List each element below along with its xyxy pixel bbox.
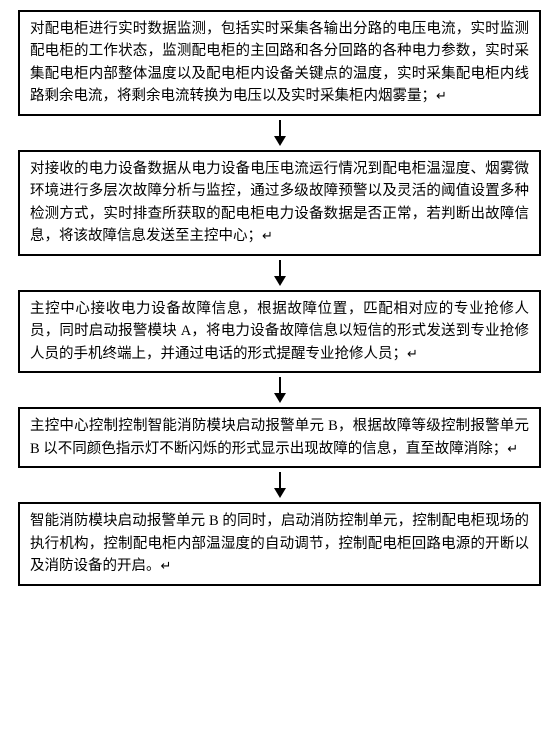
arrow-down-icon: [270, 472, 290, 498]
step-text: 对配电柜进行实时数据监测，包括实时采集各输出分路的电压电流，实时监测配电柜的工作…: [30, 21, 529, 104]
flowchart-container: 对配电柜进行实时数据监测，包括实时采集各输出分路的电压电流，实时监测配电柜的工作…: [0, 0, 559, 596]
arrow-down-icon: [270, 120, 290, 146]
pilcrow-mark: ↵: [507, 441, 518, 456]
step-text: 智能消防模块启动报警单元 B 的同时，启动消防控制单元，控制配电柜现场的执行机构…: [30, 513, 529, 574]
pilcrow-mark: ↵: [407, 346, 418, 361]
step-text: 对接收的电力设备数据从电力设备电压电流运行情况到配电柜温湿度、烟雾微环境进行多层…: [30, 161, 529, 244]
flow-step-2: 对接收的电力设备数据从电力设备电压电流运行情况到配电柜温湿度、烟雾微环境进行多层…: [18, 150, 541, 256]
flow-step-1: 对配电柜进行实时数据监测，包括实时采集各输出分路的电压电流，实时监测配电柜的工作…: [18, 10, 541, 116]
pilcrow-mark: ↵: [161, 558, 172, 573]
flow-step-5: 智能消防模块启动报警单元 B 的同时，启动消防控制单元，控制配电柜现场的执行机构…: [18, 502, 541, 585]
arrow-down-icon: [270, 260, 290, 286]
step-text: 主控中心控制控制智能消防模块启动报警单元 B，根据故障等级控制报警单元 B 以不…: [30, 418, 529, 456]
flow-step-3: 主控中心接收电力设备故障信息，根据故障位置，匹配相对应的专业抢修人员，同时启动报…: [18, 290, 541, 373]
arrow-down-icon: [270, 377, 290, 403]
step-text: 主控中心接收电力设备故障信息，根据故障位置，匹配相对应的专业抢修人员，同时启动报…: [30, 301, 529, 362]
pilcrow-mark: ↵: [436, 88, 447, 103]
pilcrow-mark: ↵: [262, 228, 273, 243]
flow-step-4: 主控中心控制控制智能消防模块启动报警单元 B，根据故障等级控制报警单元 B 以不…: [18, 407, 541, 468]
